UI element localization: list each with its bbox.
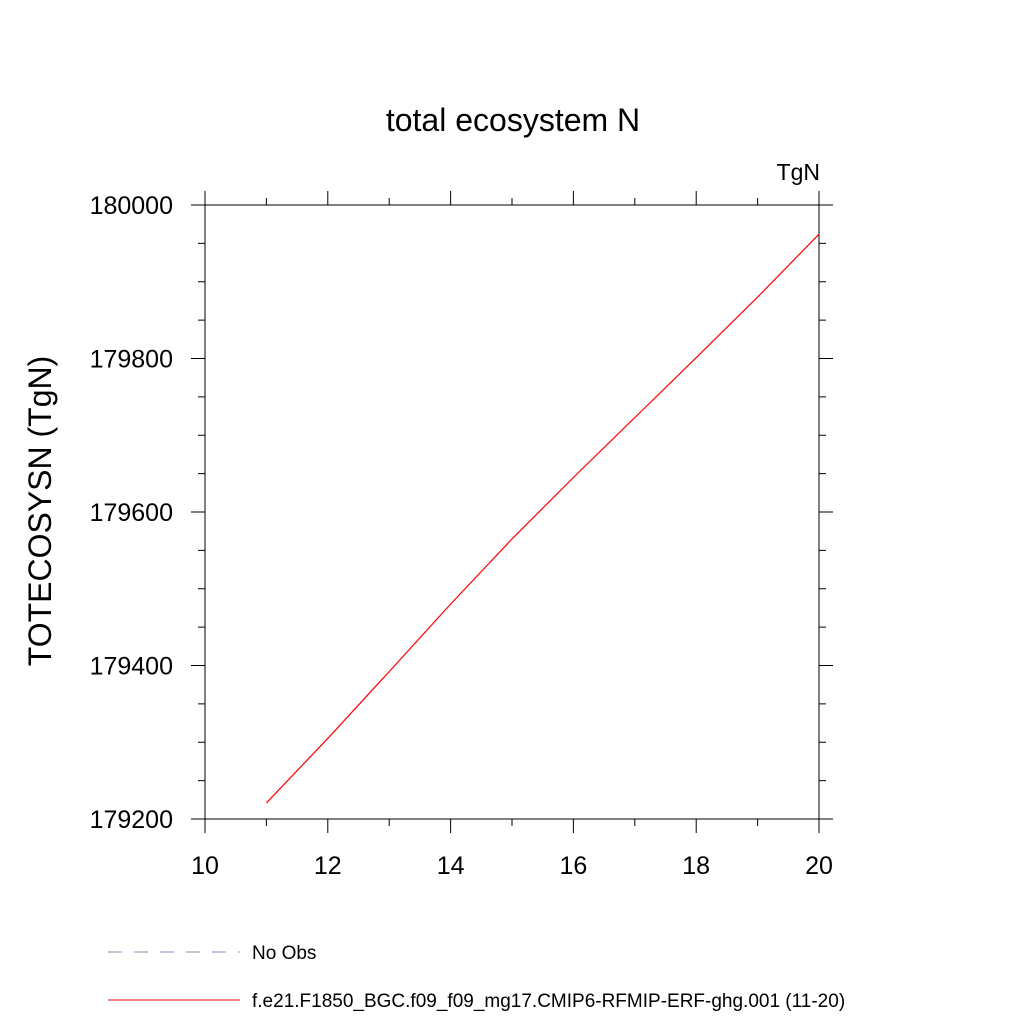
x-tick-label: 18 [682, 852, 710, 880]
x-tick-label: 12 [314, 852, 342, 880]
x-tick-labels: 10 12 14 16 18 20 [191, 852, 833, 880]
y-tick-label: 179200 [90, 806, 173, 834]
legend-label: f.e21.F1850_BGC.f09_f09_mg17.CMIP6-RFMIP… [252, 991, 845, 1012]
chart-title: total ecosystem N [386, 102, 640, 138]
y-tick-label: 180000 [90, 192, 173, 220]
y-axis-label: TOTECOSYSN (TgN) [22, 356, 58, 667]
y-tick-labels: 179200 179400 179600 179800 180000 [90, 192, 173, 834]
plot-frame [204, 204, 820, 820]
x-tick-label: 20 [805, 852, 833, 880]
axis-ticks [191, 191, 833, 833]
y-tick-label: 179800 [90, 346, 173, 374]
unit-label: TgN [777, 159, 820, 185]
x-tick-label: 10 [191, 852, 219, 880]
x-tick-label: 16 [559, 852, 587, 880]
x-tick-label: 14 [437, 852, 465, 880]
y-tick-label: 179600 [90, 499, 173, 527]
legend: No Obs f.e21.F1850_BGC.f09_f09_mg17.CMIP6… [108, 943, 845, 1012]
series-lines [265, 233, 820, 804]
y-tick-label: 179400 [90, 653, 173, 681]
series-line-1 [265, 233, 820, 804]
legend-label: No Obs [252, 943, 316, 964]
